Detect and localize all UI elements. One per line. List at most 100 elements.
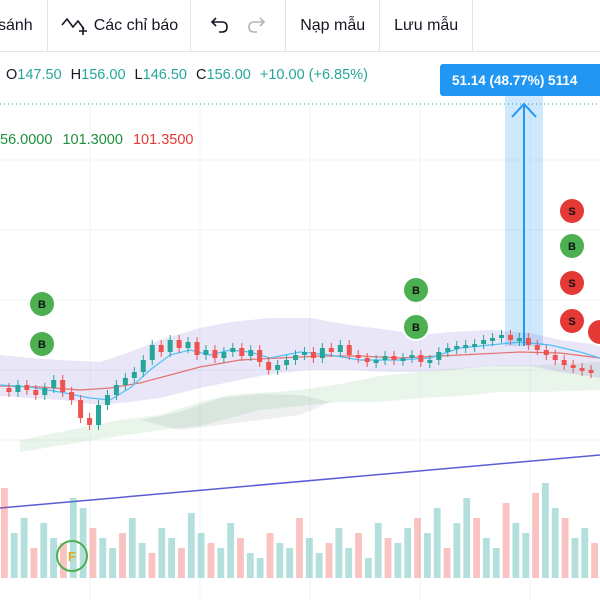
sell-signal-marker[interactable]: S: [558, 197, 586, 225]
undo-button[interactable]: [191, 0, 239, 52]
candle-body: [194, 342, 200, 355]
volume-bar: [197, 533, 205, 578]
volume-bar: [178, 548, 185, 578]
volume-bar: [453, 523, 461, 578]
volume-bar: [581, 528, 589, 578]
low-key: L: [134, 67, 143, 83]
candle-body: [78, 400, 84, 418]
open-value: 147.50: [17, 67, 62, 83]
volume-bar: [20, 518, 28, 578]
sell-signal-marker[interactable]: S: [558, 307, 586, 335]
toolbar-divider: [472, 0, 474, 52]
volume-bar: [492, 548, 500, 578]
indicators-label: Các chỉ báo: [93, 16, 179, 34]
volume-bar: [473, 518, 480, 578]
candle-body: [257, 350, 263, 362]
volume-bar: [128, 518, 136, 578]
indicator-value: 101.3500: [132, 132, 194, 148]
signal-marker-label: S: [568, 278, 575, 290]
volume-bar: [296, 518, 303, 578]
volume-bar: [532, 493, 539, 578]
signal-markers: B B B B S B S S F: [28, 197, 600, 572]
signal-marker-label: S: [568, 206, 575, 218]
signal-marker-label: B: [568, 241, 576, 253]
volume-bar: [148, 553, 156, 578]
volume-bar: [315, 553, 323, 578]
candle-body: [149, 345, 155, 360]
candle-body: [167, 340, 173, 352]
volume-bar: [414, 518, 421, 578]
signal-marker-label: B: [38, 339, 46, 351]
load-template-button[interactable]: Nạp mẫu: [286, 0, 379, 52]
compare-button[interactable]: sánh: [0, 0, 47, 52]
buy-signal-marker[interactable]: B: [28, 290, 56, 318]
volume-bar: [423, 533, 431, 578]
candle-body: [454, 346, 460, 349]
volume-bar: [10, 533, 18, 578]
sell-signal-marker[interactable]: [586, 318, 600, 346]
save-template-label: Lưu mẫu: [394, 16, 459, 34]
volume-bar: [237, 538, 244, 578]
trend-line: [0, 454, 600, 509]
flag-marker[interactable]: F: [56, 540, 88, 572]
candle-body: [382, 356, 388, 360]
indicators-button[interactable]: Các chỉ báo: [48, 0, 191, 52]
candle-body: [284, 360, 290, 365]
redo-button[interactable]: [239, 0, 285, 52]
candle-body: [463, 345, 469, 348]
measure-label: 51.14 (48.77%) 5114: [452, 72, 578, 88]
candle-body: [373, 360, 379, 363]
candle-body: [319, 348, 325, 358]
candle-body: [113, 385, 119, 395]
volume-bar: [187, 513, 195, 578]
candle-body: [266, 362, 272, 370]
volume-bar: [256, 558, 264, 578]
volume-bar: [207, 543, 215, 578]
volume-bar: [522, 533, 530, 578]
buy-signal-marker[interactable]: B: [402, 313, 430, 341]
sell-signal-marker[interactable]: S: [558, 269, 586, 297]
volume-bar: [384, 538, 392, 578]
volume-bar: [227, 523, 235, 578]
volume-bar: [30, 548, 38, 578]
volume-bar: [482, 538, 490, 578]
candle-body: [51, 380, 57, 388]
volume-bar: [119, 533, 126, 578]
measure-tooltip: 51.14 (48.77%) 5114: [440, 64, 600, 96]
candle-body: [60, 380, 66, 392]
volume-bar: [355, 533, 362, 578]
toolbar-divider: [46, 0, 48, 52]
candle-body: [427, 360, 433, 363]
candle-body: [346, 345, 352, 355]
buy-signal-marker[interactable]: B: [558, 232, 586, 260]
candle-body: [516, 338, 522, 341]
volume-bar: [374, 523, 382, 578]
save-template-button[interactable]: Lưu mẫu: [380, 0, 472, 52]
candle-body: [310, 352, 316, 358]
volume-bar: [69, 498, 77, 578]
candle-body: [248, 350, 254, 356]
indicator-legend: 56.0000 101.3000 101.3500: [0, 132, 193, 148]
compare-label: sánh: [0, 16, 33, 34]
volume-bar: [89, 528, 97, 578]
high-value: 156.00: [81, 67, 126, 83]
measure-arrow-head: [511, 102, 537, 118]
candle-body: [561, 360, 567, 365]
candle-body: [364, 358, 370, 362]
candle-body: [185, 342, 191, 348]
volume-bar: [364, 558, 372, 578]
buy-signal-marker[interactable]: B: [28, 330, 56, 358]
volume-bar: [463, 498, 471, 578]
volume-bar: [286, 548, 294, 578]
buy-signal-marker[interactable]: B: [402, 276, 430, 304]
candle-body: [104, 395, 110, 405]
ichimoku-cloud-dark: [140, 394, 330, 430]
candle-body: [87, 418, 93, 425]
candle-body: [436, 352, 442, 360]
volume-bar: [79, 508, 87, 578]
high-key: H: [70, 67, 82, 83]
volume-bar: [40, 523, 48, 578]
candle-body: [230, 348, 236, 352]
close-key: C: [196, 67, 207, 83]
